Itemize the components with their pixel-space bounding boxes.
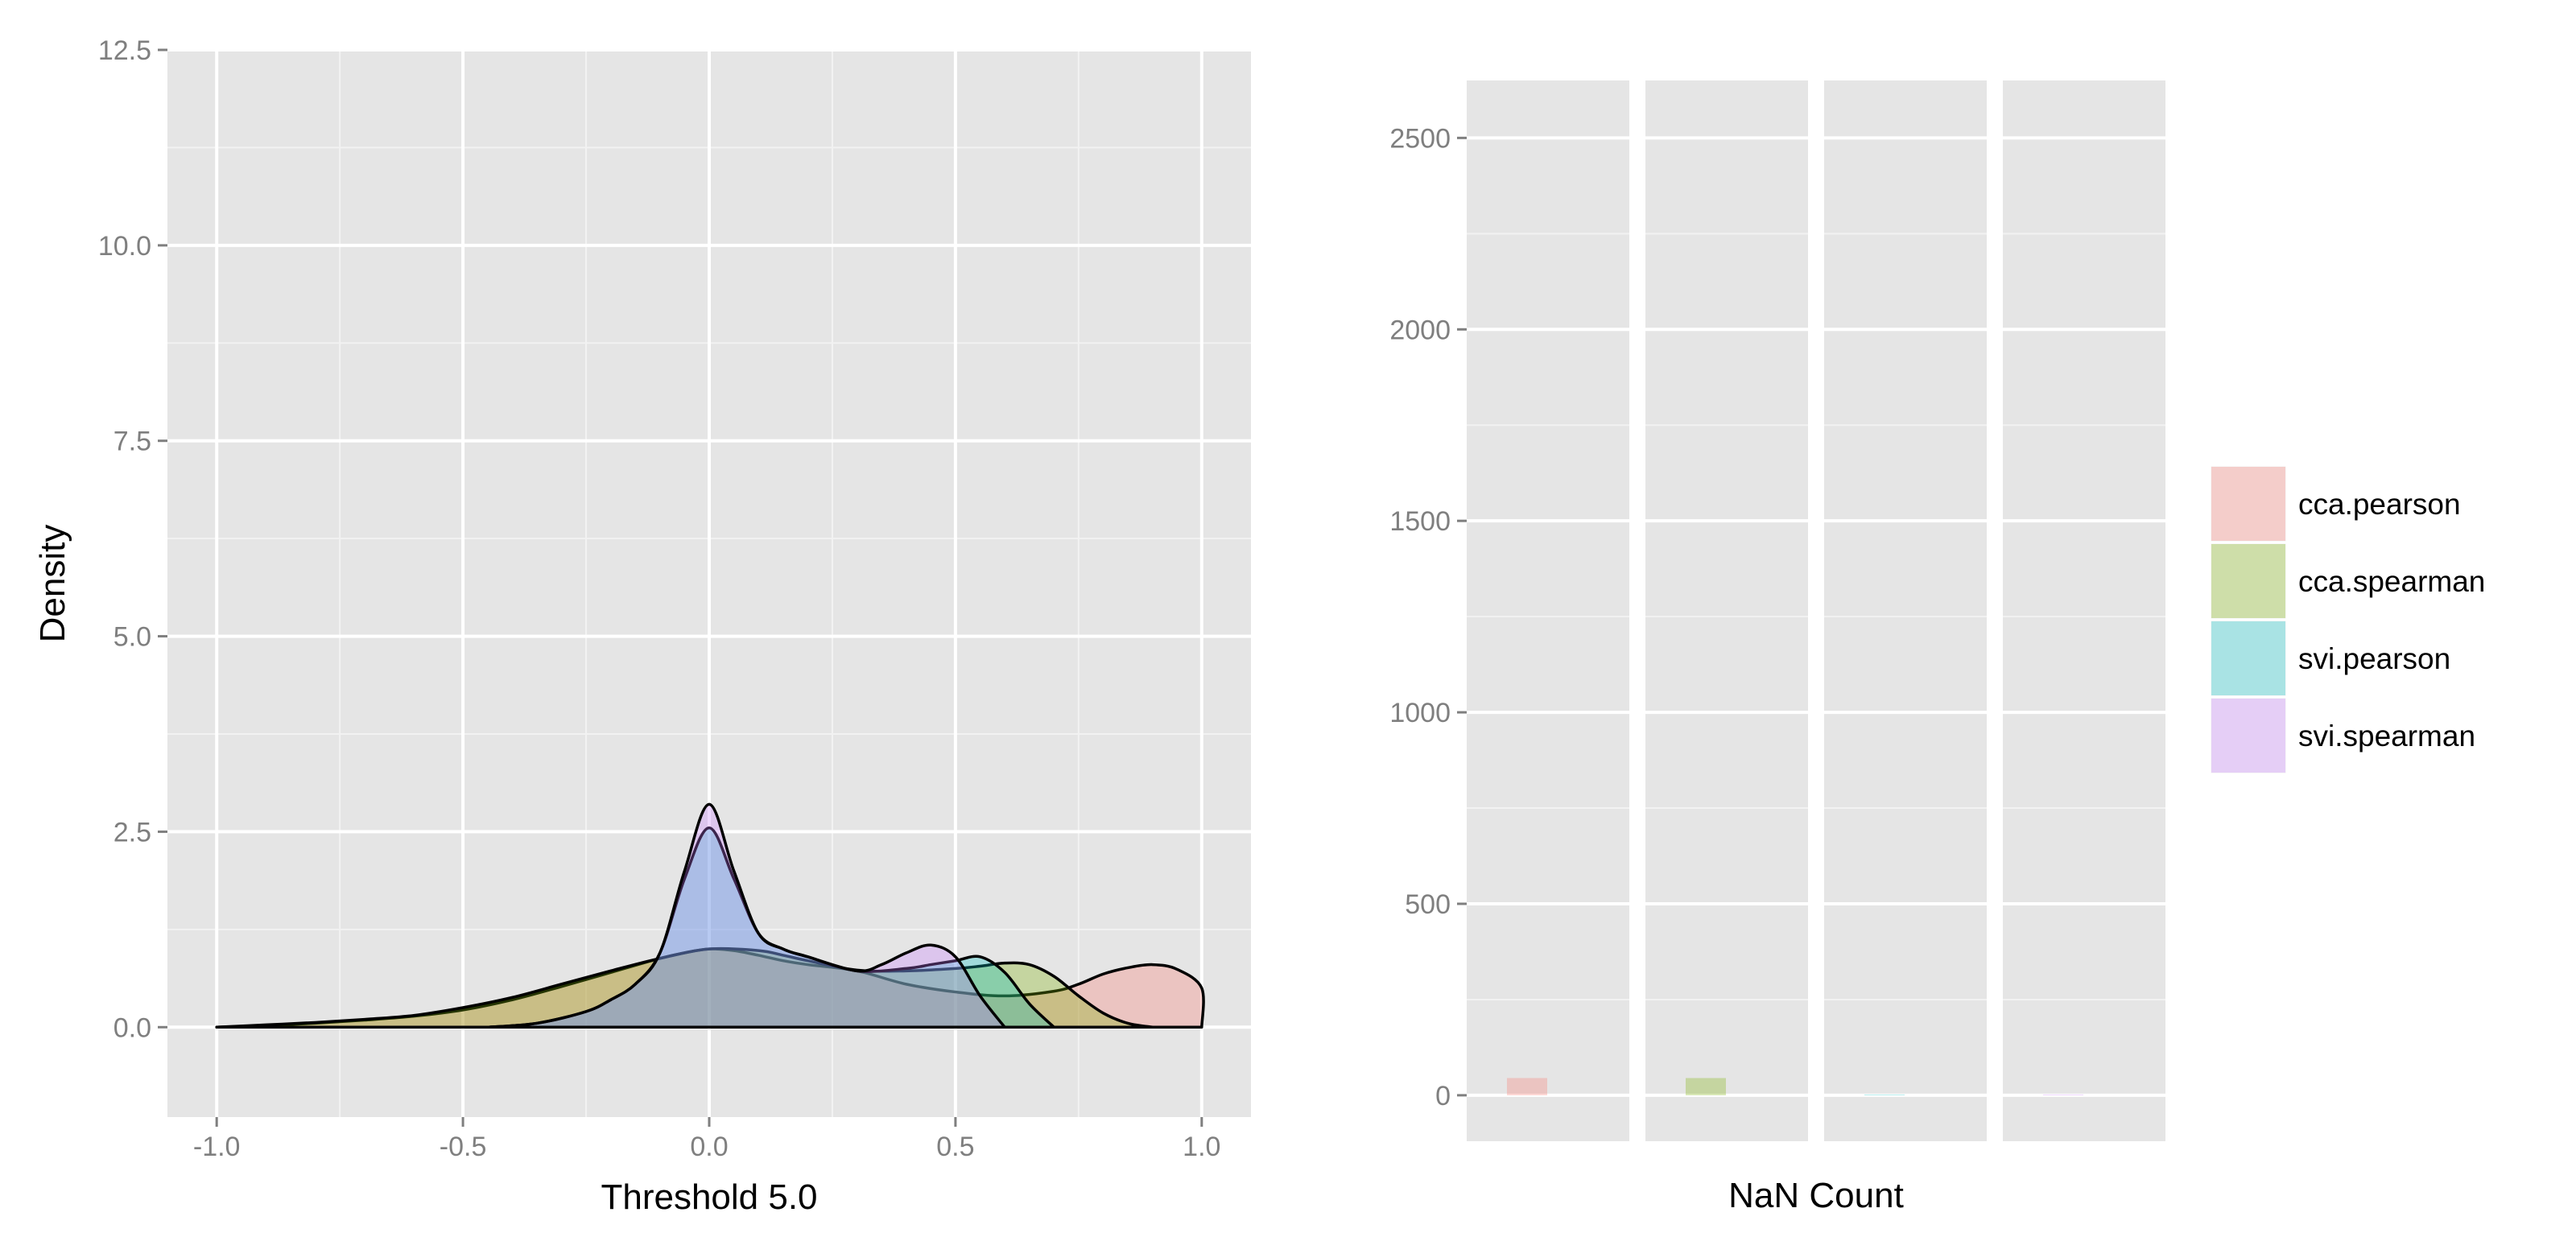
nan-count-y-tick-label: 0	[1435, 1081, 1451, 1111]
density-panel: 0.0 2.5 5.0 7.5 10.0 12.5 -1.0 -0.5 0.0 0.5 1.0 T…	[33, 35, 1251, 1217]
legend-item-cca-pearson: cca.pearson	[2208, 464, 2461, 544]
density-y-tick-label: 0.0	[114, 1012, 151, 1043]
facet-svi-spearman	[2003, 80, 2165, 1141]
nan-count-facets	[1467, 80, 2165, 1141]
legend-key-background	[2208, 541, 2289, 621]
nan-count-y-ticks: 0 500 1000 1500 2000 2500	[1389, 123, 1467, 1111]
nan-count-panel: 0 500 1000 1500 2000 2500 NaN Count	[1389, 80, 2165, 1215]
density-x-axis-title: Threshold 5.0	[601, 1177, 817, 1217]
bar-cca-pearson	[1507, 1078, 1547, 1095]
legend-key-background	[2208, 695, 2289, 776]
density-area-svi-spearman	[485, 802, 1006, 1029]
nan-count-x-axis-title: NaN Count	[1728, 1176, 1904, 1215]
density-y-tick-label: 5.0	[114, 622, 151, 653]
density-area-cca-pearson	[215, 947, 1205, 1029]
legend-key-swatch	[2211, 467, 2285, 541]
nan-count-y-tick-label: 500	[1405, 889, 1451, 920]
legend-label: svi.spearman	[2298, 720, 2475, 753]
facet-svi-pearson	[1824, 80, 1987, 1141]
legend: cca.pearson cca.spearman svi.pearson svi.sp…	[2208, 464, 2485, 776]
density-y-tick-label: 2.5	[114, 817, 151, 847]
density-y-tick-label: 12.5	[98, 35, 151, 66]
legend-key-background	[2208, 464, 2289, 544]
facet-background	[1645, 80, 1808, 1141]
density-x-tick-label: 1.0	[1183, 1132, 1220, 1162]
legend-key-swatch	[2211, 699, 2285, 773]
density-y-ticks: 0.0 2.5 5.0 7.5 10.0 12.5	[98, 35, 167, 1043]
nan-count-y-tick-label: 1000	[1389, 698, 1451, 728]
density-x-tick-label: 0.5	[936, 1132, 974, 1162]
nan-count-y-tick-label: 2500	[1389, 123, 1451, 154]
density-x-tick-label: 0.0	[690, 1132, 728, 1162]
legend-label: svi.pearson	[2298, 642, 2450, 675]
density-y-tick-label: 7.5	[114, 427, 151, 457]
legend-key-swatch	[2211, 621, 2285, 695]
facet-cca-spearman	[1645, 80, 1808, 1141]
density-y-tick-label: 10.0	[98, 231, 151, 262]
density-x-tick-label: -1.0	[193, 1132, 241, 1162]
legend-item-svi-pearson: svi.pearson	[2208, 618, 2450, 699]
density-areas	[215, 802, 1205, 1029]
nan-count-y-tick-label: 2000	[1389, 315, 1451, 345]
facet-background	[1824, 80, 1987, 1141]
bar-cca-spearman	[1686, 1078, 1726, 1095]
legend-item-svi-spearman: svi.spearman	[2208, 695, 2475, 776]
density-y-axis-title: Density	[33, 525, 72, 643]
facet-background	[2003, 80, 2165, 1141]
legend-label: cca.spearman	[2298, 565, 2485, 598]
density-x-ticks: -1.0 -0.5 0.0 0.5 1.0	[193, 1117, 1220, 1162]
legend-label: cca.pearson	[2298, 488, 2461, 521]
facet-background	[1467, 80, 1629, 1141]
density-x-tick-label: -0.5	[440, 1132, 487, 1162]
facet-cca-pearson	[1467, 80, 1629, 1141]
nan-count-y-tick-label: 1500	[1389, 506, 1451, 537]
density-area-cca-spearman	[215, 946, 1154, 1029]
legend-key-swatch	[2211, 544, 2285, 618]
legend-item-cca-spearman: cca.spearman	[2208, 541, 2485, 621]
